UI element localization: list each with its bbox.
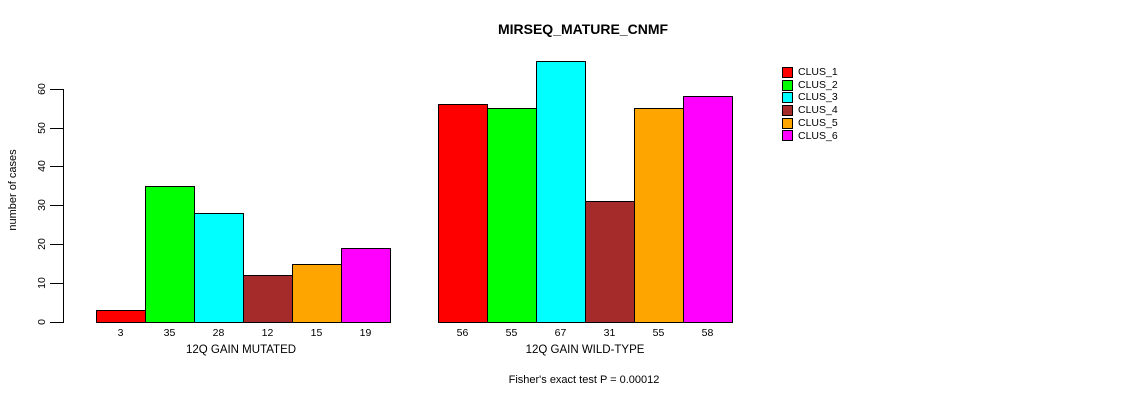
y-tick-label: 20	[36, 238, 48, 251]
bar-value-label: 35	[163, 327, 176, 339]
y-tick-label: 60	[36, 82, 48, 95]
y-tick	[50, 322, 63, 323]
legend-item: CLUS_6	[782, 129, 838, 142]
bar-value-label: 67	[554, 327, 567, 339]
bar-clus_5	[292, 263, 342, 323]
bar-value-label: 31	[603, 327, 616, 339]
legend-label: CLUS_4	[798, 104, 838, 117]
bar-value-label: 58	[701, 327, 714, 339]
legend-item: CLUS_5	[782, 117, 838, 130]
bar-clus_4	[585, 201, 635, 323]
bar-value-label: 15	[310, 327, 323, 339]
bar-value-label: 28	[212, 327, 225, 339]
y-tick-label: 10	[36, 277, 48, 289]
y-tick-label: 50	[36, 121, 48, 134]
legend-swatch	[782, 92, 793, 104]
legend-label: CLUS_6	[798, 129, 838, 142]
y-axis-label: number of cases	[7, 149, 19, 231]
bar-clus_3	[194, 213, 244, 323]
bar-clus_2	[487, 108, 537, 323]
legend-item: CLUS_1	[782, 66, 838, 79]
bar-clus_1	[96, 310, 146, 323]
group-label: 12Q GAIN MUTATED	[185, 344, 297, 356]
y-axis-line	[63, 88, 64, 323]
bar-value-label: 12	[261, 327, 274, 339]
legend-swatch	[782, 79, 793, 91]
fisher-test-note: Fisher's exact test P = 0.00012	[508, 374, 660, 386]
legend-item: CLUS_3	[782, 91, 838, 104]
legend-label: CLUS_3	[798, 91, 838, 104]
legend-item: CLUS_2	[782, 79, 838, 92]
bar-value-label: 55	[505, 327, 518, 339]
legend-swatch	[782, 66, 793, 78]
y-tick	[50, 244, 63, 246]
legend-label: CLUS_5	[798, 116, 838, 129]
bar-value-label: 3	[117, 327, 124, 339]
bar-clus_4	[243, 275, 293, 323]
chart-title: MIRSEQ_MATURE_CNMF	[497, 21, 669, 37]
y-tick-label: 30	[36, 199, 48, 212]
bar-clus_2	[145, 185, 195, 323]
y-tick	[50, 283, 63, 285]
bar-value-label: 55	[652, 327, 665, 339]
legend-label: CLUS_1	[798, 66, 838, 79]
y-tick	[50, 88, 63, 90]
y-tick	[50, 127, 63, 129]
legend-label: CLUS_2	[798, 78, 838, 91]
legend-swatch	[782, 104, 793, 116]
bar-clus_1	[438, 104, 488, 323]
legend-swatch	[782, 117, 793, 129]
legend: CLUS_1 CLUS_2 CLUS_3 CLUS_4 CLUS_5 CLUS_6	[782, 66, 838, 142]
bar-clus_6	[683, 96, 733, 323]
bar-clus_3	[536, 61, 586, 323]
y-tick	[50, 205, 63, 207]
y-tick-label: 0	[36, 319, 48, 325]
bar-clus_5	[634, 108, 684, 323]
group-label: 12Q GAIN WILD-TYPE	[525, 344, 645, 356]
y-tick	[50, 166, 63, 168]
legend-item: CLUS_4	[782, 104, 838, 117]
bar-value-label: 19	[359, 327, 372, 339]
legend-swatch	[782, 130, 793, 142]
y-tick-label: 40	[36, 160, 48, 173]
bar-value-label: 56	[456, 327, 469, 339]
bar-clus_6	[341, 248, 391, 323]
